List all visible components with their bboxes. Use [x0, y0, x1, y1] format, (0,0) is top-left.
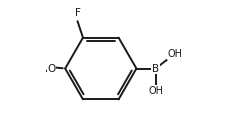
Text: OH: OH: [168, 49, 183, 59]
Text: F: F: [75, 8, 80, 18]
Text: O: O: [47, 64, 56, 73]
Text: OH: OH: [148, 86, 163, 96]
Text: B: B: [152, 64, 159, 73]
